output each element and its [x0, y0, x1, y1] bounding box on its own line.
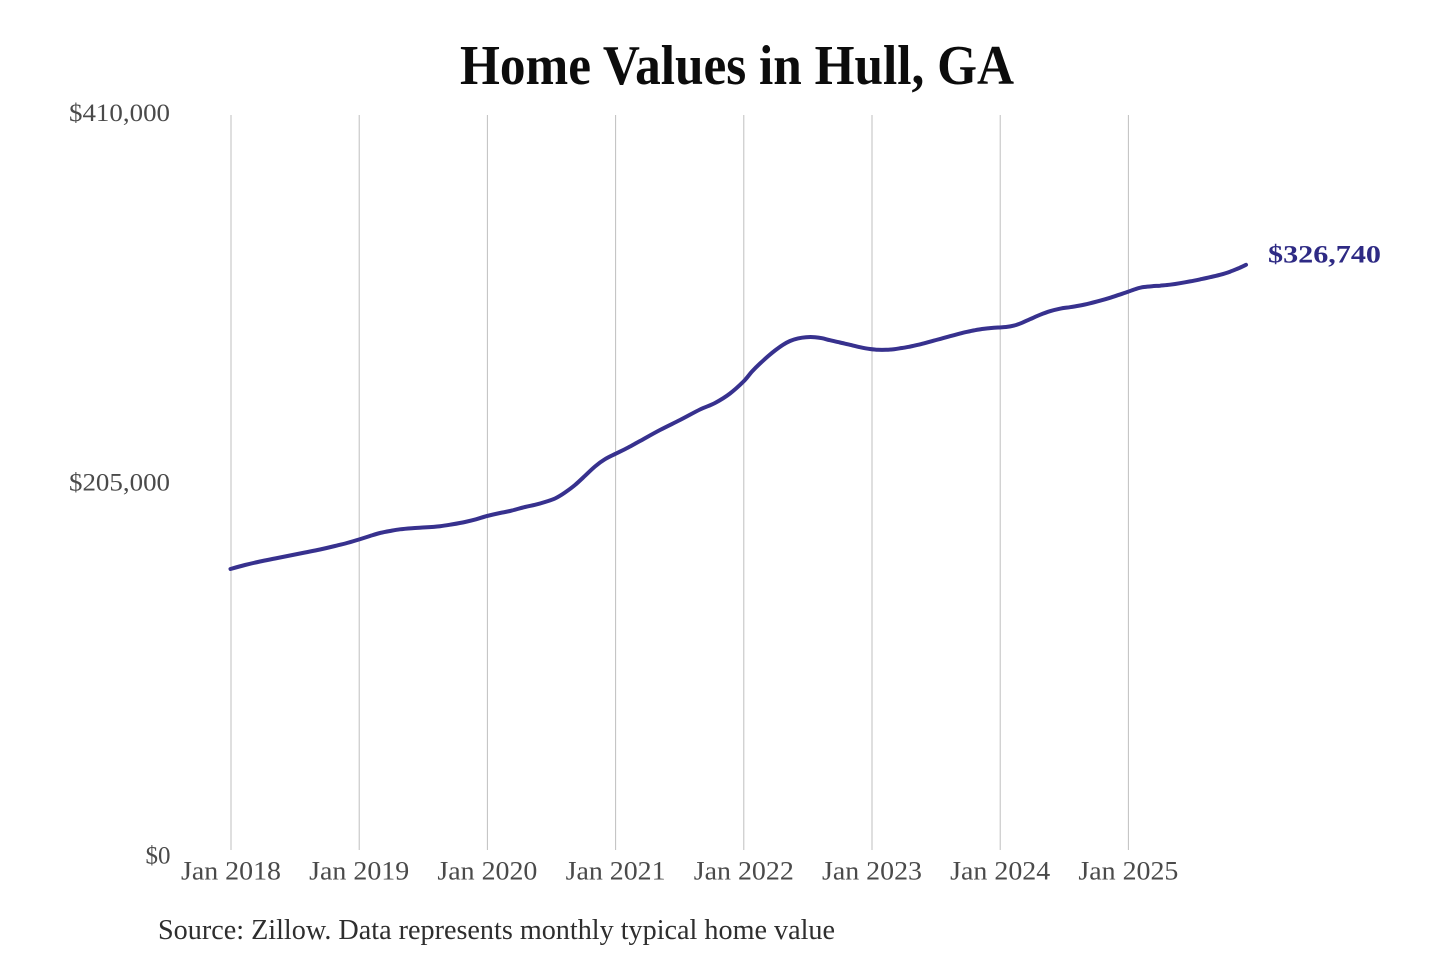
- svg-text:Jan 2021: Jan 2021: [566, 857, 666, 886]
- svg-text:Jan 2019: Jan 2019: [309, 857, 409, 886]
- svg-text:Source: Zillow. Data represent: Source: Zillow. Data represents monthly …: [158, 915, 835, 946]
- svg-text:Jan 2020: Jan 2020: [437, 857, 537, 886]
- svg-text:$0: $0: [146, 843, 171, 870]
- svg-text:Home Values in Hull, GA: Home Values in Hull, GA: [460, 35, 1015, 97]
- svg-text:$205,000: $205,000: [69, 470, 170, 497]
- svg-text:Jan 2023: Jan 2023: [822, 857, 922, 886]
- svg-text:Jan 2022: Jan 2022: [694, 857, 794, 886]
- svg-text:Jan 2025: Jan 2025: [1078, 857, 1178, 886]
- svg-text:$410,000: $410,000: [69, 100, 170, 127]
- svg-text:Jan 2024: Jan 2024: [950, 857, 1050, 886]
- svg-text:$326,740: $326,740: [1268, 242, 1381, 269]
- svg-text:Jan 2018: Jan 2018: [181, 857, 281, 886]
